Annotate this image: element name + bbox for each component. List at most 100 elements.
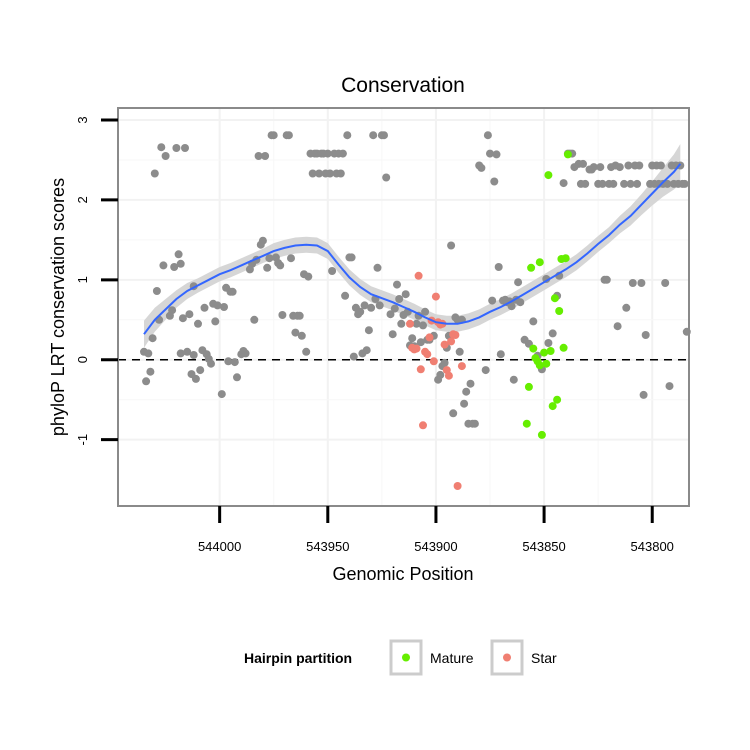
point-other bbox=[639, 390, 648, 399]
point-other bbox=[291, 328, 300, 337]
point-other bbox=[349, 352, 358, 361]
point-other bbox=[211, 317, 220, 326]
point-star bbox=[425, 333, 434, 342]
x-axis-label: Genomic Position bbox=[332, 564, 473, 584]
point-other bbox=[477, 163, 486, 172]
point-other bbox=[436, 370, 445, 379]
point-other bbox=[328, 267, 337, 275]
point-other bbox=[250, 315, 259, 324]
point-other bbox=[581, 179, 590, 188]
point-other bbox=[362, 346, 371, 355]
point-other bbox=[308, 169, 317, 178]
point-other bbox=[360, 301, 369, 310]
point-other bbox=[269, 131, 278, 140]
point-mature bbox=[540, 348, 549, 357]
point-other bbox=[196, 366, 205, 375]
point-mature bbox=[535, 361, 544, 370]
point-other bbox=[615, 163, 624, 172]
point-other bbox=[626, 179, 635, 188]
point-other bbox=[380, 131, 388, 140]
legend-label-mature: Mature bbox=[430, 650, 474, 666]
point-other bbox=[516, 298, 525, 307]
point-other bbox=[460, 399, 469, 408]
point-other bbox=[170, 263, 179, 271]
point-other bbox=[470, 419, 479, 428]
point-other bbox=[181, 144, 189, 152]
point-star bbox=[451, 331, 460, 339]
point-other bbox=[589, 163, 598, 172]
point-other bbox=[200, 303, 209, 312]
point-other bbox=[161, 152, 170, 160]
point-other bbox=[544, 339, 553, 347]
point-star bbox=[423, 350, 432, 359]
point-other bbox=[579, 159, 587, 168]
point-other bbox=[609, 179, 618, 188]
point-other bbox=[529, 317, 538, 326]
y-axis-label: phyloP LRT conservation scores bbox=[48, 178, 68, 436]
x-tick-label: 543900 bbox=[414, 539, 457, 554]
y-axis: -1 0 1 2 3 bbox=[75, 116, 118, 445]
confidence-band-layer bbox=[144, 144, 681, 348]
point-star bbox=[414, 271, 423, 280]
point-other bbox=[230, 358, 239, 367]
point-mature bbox=[561, 254, 570, 263]
point-mature bbox=[544, 171, 553, 180]
x-axis: 544000 543950 543900 543850 543800 bbox=[198, 506, 674, 554]
point-mature bbox=[555, 307, 564, 315]
points-layer bbox=[140, 131, 691, 490]
point-other bbox=[295, 311, 304, 320]
point-mature bbox=[529, 344, 538, 353]
point-other bbox=[278, 311, 287, 319]
point-other bbox=[146, 367, 155, 376]
y-tick-label: 3 bbox=[75, 116, 90, 123]
point-other bbox=[220, 303, 228, 311]
x-tick-label: 543850 bbox=[522, 539, 565, 554]
point-other bbox=[419, 321, 427, 330]
point-other bbox=[637, 279, 646, 287]
point-other bbox=[207, 359, 215, 368]
point-other bbox=[302, 347, 311, 356]
point-other bbox=[159, 261, 168, 270]
point-other bbox=[559, 179, 568, 188]
x-tick-label: 544000 bbox=[198, 539, 241, 554]
point-other bbox=[185, 310, 194, 319]
point-star bbox=[453, 482, 462, 490]
point-other bbox=[382, 173, 391, 182]
point-mature bbox=[553, 395, 562, 404]
point-other bbox=[178, 314, 187, 323]
point-star bbox=[416, 365, 425, 374]
point-mature bbox=[546, 347, 555, 355]
point-mature bbox=[550, 294, 559, 303]
point-other bbox=[213, 301, 222, 310]
point-other bbox=[241, 349, 250, 358]
point-other bbox=[217, 390, 226, 399]
point-other bbox=[466, 379, 475, 388]
point-other bbox=[233, 373, 241, 382]
point-other bbox=[390, 304, 399, 313]
x-tick-label: 543950 bbox=[306, 539, 349, 554]
point-other bbox=[228, 287, 237, 296]
y-tick-label: 0 bbox=[75, 356, 90, 363]
point-other bbox=[142, 377, 151, 386]
point-other bbox=[507, 302, 516, 311]
point-other bbox=[440, 358, 449, 367]
point-other bbox=[261, 152, 270, 160]
confidence-band bbox=[144, 144, 681, 348]
point-other bbox=[412, 319, 421, 328]
point-other bbox=[514, 278, 523, 287]
point-star bbox=[457, 362, 466, 371]
point-other bbox=[297, 331, 306, 340]
point-other bbox=[265, 254, 274, 263]
y-tick-label: -1 bbox=[75, 434, 90, 446]
point-other bbox=[486, 149, 494, 158]
point-other bbox=[276, 261, 285, 270]
point-other bbox=[656, 161, 665, 170]
point-other bbox=[628, 279, 637, 287]
legend: Hairpin partition Mature Star bbox=[244, 639, 557, 676]
point-other bbox=[364, 326, 373, 335]
point-star bbox=[406, 319, 414, 328]
point-mature bbox=[522, 419, 531, 428]
point-other bbox=[494, 263, 503, 271]
point-other bbox=[287, 254, 295, 263]
